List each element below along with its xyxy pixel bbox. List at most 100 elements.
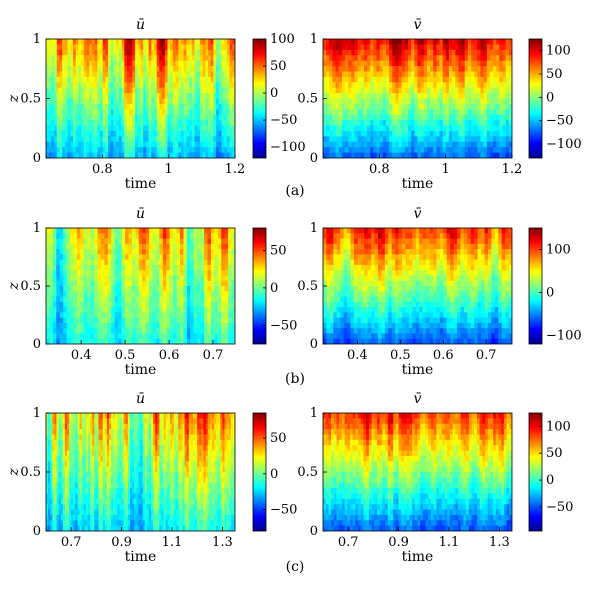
heatmap-cell [152,301,157,308]
heatmap-cell [46,136,50,143]
heatmap-cell [354,130,359,137]
heatmap-cell [89,44,93,51]
heatmap-cell [408,98,412,105]
heatmap-cell [493,66,497,73]
heatmap-cell [486,87,491,94]
heatmap-cell [392,60,397,67]
heatmap-cell [508,49,512,56]
heatmap-cell [62,87,66,94]
heatmap-cell [231,259,235,266]
heatmap-cell [156,76,160,83]
heatmap-cell [445,49,450,56]
heatmap-cell [172,66,177,73]
heatmap-cell [411,136,415,143]
heatmap-cell [67,120,71,127]
heatmap-cell [199,93,204,100]
heatmap-cell [70,93,74,100]
heatmap-cell [169,243,174,250]
heatmap-cell [341,60,346,67]
heatmap-cell [231,238,235,245]
heatmap-cell [449,93,453,100]
heatmap-cell [78,141,82,148]
heatmap-cell [496,103,500,110]
heatmap-cell [140,76,144,83]
heatmap-cell [125,291,130,298]
heatmap-cell [197,296,202,303]
heatmap-cell [343,322,348,329]
heatmap-cell [138,333,143,340]
heatmap-cell [415,286,420,292]
heatmap-cell [116,125,120,132]
heatmap-cell [181,82,185,89]
heatmap-cell [376,141,381,148]
heatmap-cell [389,103,393,110]
heatmap-cell [107,233,112,240]
heatmap-cell [102,109,106,116]
heatmap-cell [80,270,85,277]
heatmap-cell [436,312,441,319]
heatmap-cell [341,125,346,132]
heatmap-cell [191,39,196,46]
heatmap-cell [329,87,334,94]
heatmap-cell [138,238,143,245]
heatmap-cell [90,286,95,292]
heatmap-cell [499,125,504,132]
heatmap-cell [135,98,139,105]
heatmap-cell [430,141,434,148]
heatmap-cell [164,71,169,78]
heatmap-cell [347,301,352,308]
heatmap-cell [76,291,81,298]
heatmap-cell [194,152,198,158]
heatmap-cell [59,109,63,116]
heatmap-cell [175,93,179,100]
heatmap-cell [90,270,95,277]
heatmap-cell [154,60,158,67]
heatmap-cell [159,120,163,127]
heatmap-cell [436,270,441,277]
heatmap-cell [224,317,229,324]
heatmap-cell [181,55,185,62]
heatmap-cell [87,243,92,250]
heatmap-cell [52,243,57,250]
heatmap-cell [404,76,409,83]
heatmap-cell [489,136,494,143]
heatmap-cell [105,66,109,73]
heatmap-cell [430,76,434,83]
heatmap-cell [486,152,491,158]
heatmap-cell [415,296,420,303]
heatmap-cell [78,55,82,62]
heatmap-cell [373,114,378,121]
heatmap-cell [210,238,215,245]
heatmap-cell [164,49,169,56]
heatmap-cell [124,120,128,127]
heatmap-cell [323,249,328,255]
heatmap-cell [132,44,136,51]
heatmap-cell [100,147,104,154]
heatmap-cell [357,130,362,137]
heatmap-cell [224,286,229,292]
heatmap-cell [118,130,123,137]
heatmap-cell [207,312,212,319]
heatmap-cell [474,82,478,89]
heatmap-cell [135,87,139,94]
heatmap-cell [373,44,378,51]
heatmap-cell [186,291,191,298]
heatmap-cell [446,301,451,308]
heatmap-cell [172,71,177,78]
heatmap-cell [56,307,61,313]
heatmap-cell [59,87,63,94]
heatmap-cell [348,49,352,56]
heatmap-cell [419,243,424,250]
heatmap-cell [197,130,201,137]
heatmap-cell [496,93,500,100]
heatmap-cell [83,82,88,89]
heatmap-cell [423,98,428,105]
heatmap-cell [186,114,190,121]
heatmap-cell [131,280,136,287]
heatmap-cell [159,71,163,78]
heatmap-cell [450,312,455,319]
heatmap-cell [108,55,112,62]
heatmap-cell [104,243,109,250]
y-tick-label: 0 [33,337,41,352]
heatmap-cell [167,71,171,78]
